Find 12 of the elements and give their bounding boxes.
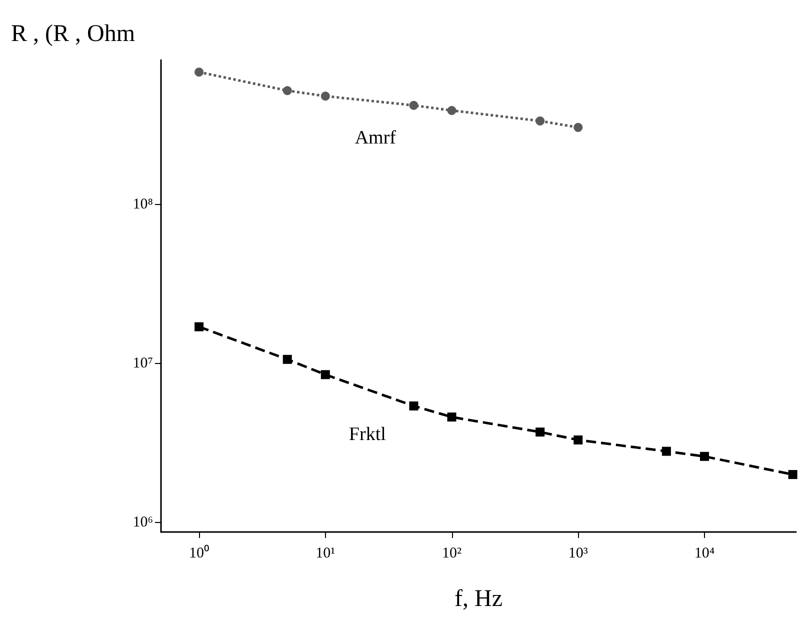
x-tick-label: 10⁰ bbox=[189, 544, 210, 562]
y-tick-label: 10⁶ bbox=[132, 514, 153, 530]
series-label: Frktl bbox=[348, 424, 386, 446]
x-tick-label: 10⁴ bbox=[694, 546, 715, 562]
y-tick-label: 10⁸ bbox=[132, 196, 153, 212]
series-label: Amrf bbox=[354, 128, 397, 149]
y-tick-label: 10⁷ bbox=[132, 355, 153, 372]
x-tick-label: 10² bbox=[442, 546, 462, 562]
x-axis-title: f, Hz bbox=[454, 586, 502, 612]
x-tick-label: 10¹ bbox=[316, 546, 336, 562]
x-tick-label: 10³ bbox=[568, 546, 588, 562]
y-axis-title: R , (R , Ohm bbox=[11, 21, 136, 47]
